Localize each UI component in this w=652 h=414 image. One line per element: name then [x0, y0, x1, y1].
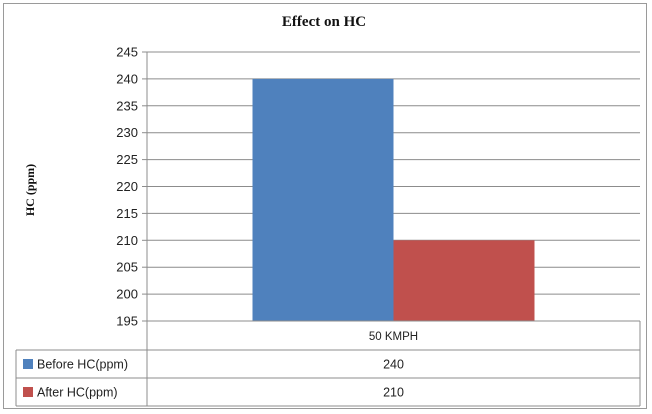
legend-label: Before HC(ppm): [37, 358, 128, 372]
category-label: 50 KMPH: [369, 331, 418, 343]
legend-label: After HC(ppm): [37, 386, 118, 400]
legend-swatch: [23, 359, 33, 369]
y-axis-label: HC (ppm): [23, 164, 37, 216]
y-tick-label: 200: [116, 287, 138, 302]
y-tick-label: 245: [116, 45, 138, 60]
y-tick-label: 195: [116, 314, 138, 329]
y-tick-label: 210: [116, 233, 138, 248]
bar-before-hc-ppm: [252, 78, 394, 322]
bar-after-hc-ppm: [393, 240, 535, 321]
y-tick-label: 235: [116, 98, 138, 113]
legend-swatch: [23, 387, 33, 397]
bars: [252, 78, 535, 322]
y-tick-label: 215: [116, 206, 138, 221]
y-tick-label: 240: [116, 71, 138, 86]
data-table: 50 KMPH Before HC(ppm) 240 After HC(ppm) 210: [15, 320, 641, 407]
data-label: 240: [383, 358, 404, 372]
y-tick-label: 225: [116, 152, 138, 167]
y-tick-label: 220: [116, 179, 138, 194]
chart-title: Effect on HC: [282, 14, 366, 30]
data-label: 210: [383, 386, 404, 400]
y-tick-label: 230: [116, 125, 138, 140]
y-tick-labels: 195 200 205 210 215 220 225 230 235 240 245: [116, 45, 138, 329]
y-tick-label: 205: [116, 260, 138, 275]
